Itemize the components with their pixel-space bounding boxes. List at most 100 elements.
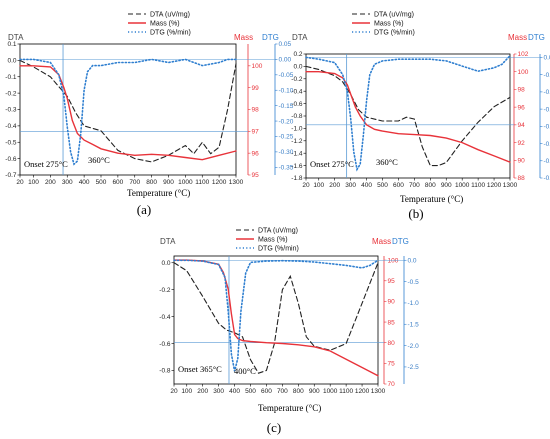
dta-tick-label: -1.6 — [291, 163, 303, 170]
x-tick-label: 900 — [309, 388, 320, 395]
dta-tick-label: 0.0 — [293, 64, 302, 71]
dta-tick-label: -1.0 — [291, 126, 303, 133]
dtg-tick-label: -2.5 — [408, 364, 420, 371]
mass-tick-label: 100 — [388, 257, 399, 264]
dtg-tick-label: -0.25 — [279, 134, 294, 141]
x-tick-label: 600 — [112, 179, 123, 186]
dta-series-line — [173, 262, 379, 374]
mass-tick-label: 102 — [518, 51, 529, 58]
x-tick-label: 20 — [170, 388, 178, 395]
dtg-axis-title: DTG — [262, 33, 279, 42]
dta-tick-label: -0.3 — [5, 107, 17, 114]
dtg-tick-label: -1.0 — [408, 300, 420, 307]
legend-label: DTG (%/min) — [150, 30, 191, 37]
dtg-tick-label: -0.20 — [279, 118, 294, 125]
mass-tick-label: 70 — [388, 381, 396, 388]
dtg-tick-label: 0.00 — [279, 57, 292, 64]
dtg-tick-label: -0.5 — [544, 141, 550, 148]
x-tick-label: 1200 — [355, 388, 370, 395]
dtg-tick-label: 0.0 — [408, 257, 417, 264]
x-tick-label: 800 — [146, 179, 157, 186]
onset-annotation: Onset 275°C — [310, 159, 354, 169]
dta-tick-label: -1.2 — [291, 138, 303, 145]
dtg-series-line — [305, 54, 511, 172]
legend-label: DTG (%/min) — [258, 246, 299, 253]
x-tick-label: 500 — [377, 182, 388, 189]
onset-annotation: Onset 275°C — [24, 159, 68, 169]
mass-tick-label: 90 — [388, 299, 396, 306]
mass-tick-label: 99 — [252, 85, 260, 92]
dta-tick-label: -0.8 — [291, 113, 303, 120]
x-tick-label: 1100 — [471, 182, 485, 189]
dta-tick-label: -0.4 — [5, 123, 17, 130]
x-tick-label: 300 — [213, 388, 224, 395]
mass-axis-title: Mass — [372, 237, 391, 246]
x-tick-label: 20 — [16, 179, 24, 186]
dtg-tick-label: 0.05 — [279, 41, 292, 48]
plot-frame — [173, 255, 379, 385]
subfigure-label: (a) — [137, 202, 151, 217]
dta-tick-label: -0.5 — [5, 139, 17, 146]
dtg-axis-title: DTG — [528, 33, 545, 42]
mass-tick-label: 96 — [252, 150, 260, 157]
dta-tick-label: -0.6 — [159, 341, 171, 348]
x-tick-label: 100 — [181, 388, 192, 395]
dtg-tick-label: -0.1 — [544, 72, 550, 79]
dta-tick-label: 0.2 — [293, 51, 302, 58]
dta-tick-label: -0.6 — [291, 101, 303, 108]
x-tick-label: 600 — [261, 388, 272, 395]
x-tick-label: 1300 — [503, 182, 518, 189]
dtg-tick-label: -0.2 — [544, 89, 550, 96]
x-tick-label: 900 — [441, 182, 452, 189]
subfigure-label: (b) — [408, 206, 423, 221]
mass-axis-title: Mass — [234, 33, 253, 42]
x-tick-label: 200 — [329, 182, 340, 189]
dtg-tick-label: -0.5 — [408, 279, 420, 286]
dta-tick-label: -1.4 — [291, 150, 303, 157]
mass-series-line — [173, 259, 379, 377]
dta-tick-label: 0.0 — [7, 58, 16, 65]
x-tick-label: 1300 — [371, 388, 386, 395]
x-tick-label: 1100 — [339, 388, 353, 395]
mass-tick-label: 96 — [518, 104, 526, 111]
dtg-tick-label: -0.15 — [279, 103, 294, 110]
dtg-tick-label: -0.05 — [279, 72, 294, 79]
dtg-tick-label: -2.0 — [408, 343, 420, 350]
dtg-tick-label: -0.6 — [544, 158, 550, 165]
x-tick-label: 1000 — [178, 179, 193, 186]
mass-tick-label: 95 — [252, 172, 260, 179]
dtg-series-line — [19, 58, 237, 166]
legend-label: DTG (%/min) — [374, 30, 415, 37]
dta-tick-label: -0.4 — [291, 88, 303, 95]
x-axis-title: Temperature (°C) — [127, 188, 190, 198]
mass-tick-label: 95 — [388, 278, 396, 285]
dta-axis-title: DTA — [160, 237, 176, 246]
dta-tick-label: -0.8 — [159, 368, 171, 375]
x-tick-label: 400 — [79, 179, 90, 186]
x-tick-label: 100 — [28, 179, 39, 186]
dtg-tick-label: -0.35 — [279, 164, 294, 171]
legend-label: DTA (uV/mg) — [150, 12, 190, 19]
x-axis-title: Temperature (°C) — [400, 194, 463, 204]
x-tick-label: 200 — [197, 388, 208, 395]
dta-tick-label: -0.1 — [5, 74, 17, 81]
legend-label: Mass (%) — [374, 21, 404, 28]
x-tick-label: 700 — [409, 182, 420, 189]
x-tick-label: 300 — [345, 182, 356, 189]
x-tick-label: 400 — [229, 388, 240, 395]
dta-tick-label: -0.2 — [291, 76, 303, 83]
dta-tick-label: -1.8 — [291, 175, 303, 182]
dtg-tick-label: -1.5 — [408, 321, 420, 328]
x-axis-title: Temperature (°C) — [258, 403, 321, 413]
dta-tick-label: -0.7 — [5, 172, 17, 179]
subfigure-label: (c) — [267, 420, 281, 435]
x-tick-label: 1300 — [229, 179, 244, 186]
x-tick-label: 1000 — [323, 388, 338, 395]
dta-series-line — [19, 59, 237, 163]
dtg-tick-label: -0.7 — [544, 175, 550, 182]
x-tick-label: 500 — [245, 388, 256, 395]
dtg-tick-label: -0.10 — [279, 87, 294, 94]
mass-tick-label: 92 — [518, 140, 526, 147]
dta-tick-label: -0.6 — [5, 156, 17, 163]
